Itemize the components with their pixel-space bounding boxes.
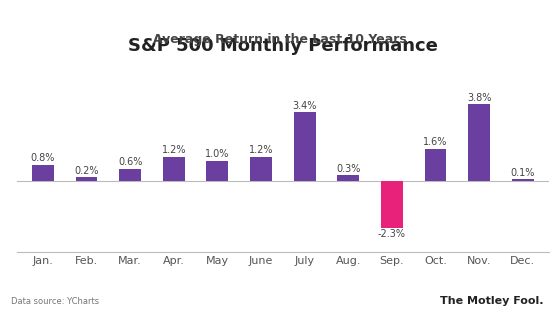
Title: S&P 500 Monthly Performance: S&P 500 Monthly Performance bbox=[128, 37, 438, 54]
Bar bbox=[381, 181, 403, 228]
Bar bbox=[468, 104, 490, 181]
Text: 3.8%: 3.8% bbox=[467, 93, 491, 103]
Bar bbox=[119, 169, 141, 181]
Text: 1.2%: 1.2% bbox=[161, 145, 186, 155]
Text: Data source: YCharts: Data source: YCharts bbox=[11, 296, 99, 306]
Bar bbox=[32, 165, 54, 181]
Bar bbox=[293, 112, 315, 181]
Bar bbox=[512, 179, 534, 181]
Text: 0.1%: 0.1% bbox=[511, 168, 535, 178]
Text: 1.6%: 1.6% bbox=[423, 137, 447, 147]
Bar bbox=[76, 177, 97, 181]
Text: 0.6%: 0.6% bbox=[118, 158, 142, 168]
Text: The Motley Fool.: The Motley Fool. bbox=[440, 295, 543, 306]
Bar bbox=[207, 161, 228, 181]
Text: 0.3%: 0.3% bbox=[336, 163, 361, 174]
Bar bbox=[424, 149, 446, 181]
Text: 0.8%: 0.8% bbox=[31, 153, 55, 163]
Bar bbox=[163, 157, 185, 181]
Text: 0.2%: 0.2% bbox=[74, 166, 99, 175]
Text: 3.4%: 3.4% bbox=[292, 101, 317, 111]
Text: 1.2%: 1.2% bbox=[249, 145, 273, 155]
Text: Average Return in the Last 10 Years: Average Return in the Last 10 Years bbox=[153, 33, 407, 46]
Text: -2.3%: -2.3% bbox=[378, 229, 406, 239]
Text: 1.0%: 1.0% bbox=[205, 149, 230, 159]
Bar bbox=[337, 175, 359, 181]
Bar bbox=[250, 157, 272, 181]
